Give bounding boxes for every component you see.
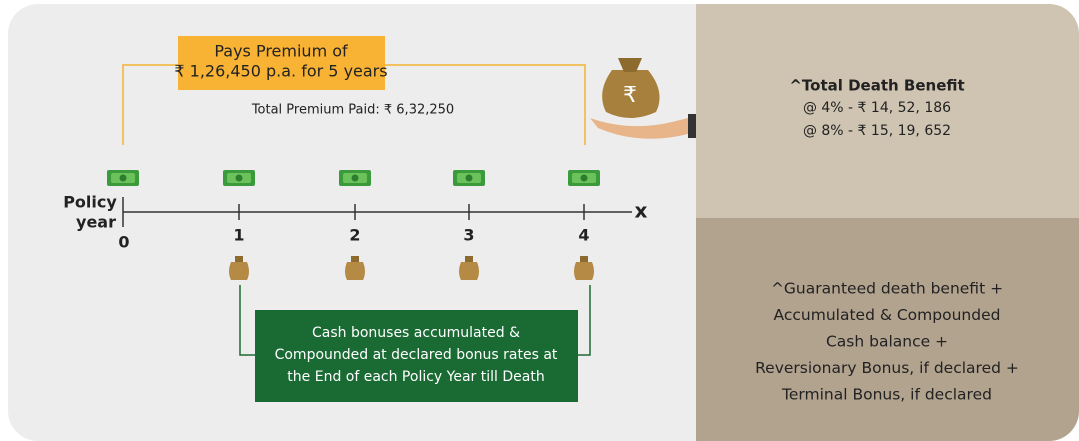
total-premium: Total Premium Paid: ₹ 6,32,250 [251, 103, 454, 118]
bonus-line: Cash bonuses accumulated & [312, 325, 520, 341]
money-icon-center [466, 175, 473, 182]
money-icon-center [581, 175, 588, 182]
premium-line: Pays Premium of [214, 42, 348, 61]
death-benefit-line: @ 4% - ₹ 14, 52, 186 [803, 100, 951, 116]
svg-text:₹: ₹ [623, 83, 637, 108]
money-bag-neck [580, 256, 588, 262]
death-benefit-line: @ 8% - ₹ 15, 19, 652 [803, 123, 951, 139]
money-bag-icon [574, 262, 594, 280]
policy-year: 2 [349, 226, 360, 245]
premium-line: ₹ 1,26,450 p.a. for 5 years [174, 62, 387, 81]
formula-line: Accumulated & Compounded [774, 306, 1001, 324]
money-bag-neck [351, 256, 359, 262]
money-icon-center [120, 175, 127, 182]
formula-line: Cash balance + [826, 333, 948, 351]
policy-year: 1 [233, 226, 244, 245]
money-bag-icon [345, 262, 365, 280]
formula-line: Reversionary Bonus, if declared + [755, 359, 1019, 377]
money-icon-center [236, 175, 243, 182]
axis-label: year [76, 213, 116, 232]
money-bag-neck [465, 256, 473, 262]
axis-end-label: x [635, 199, 648, 223]
bonus-line: the End of each Policy Year till Death [287, 369, 544, 385]
money-bag-icon [229, 262, 249, 280]
money-icon-center [352, 175, 359, 182]
formula-line: ^Guaranteed death benefit + [771, 280, 1003, 298]
diagram: ₹ Pays Premium of ₹ 1,26,450 p.a. for 5 … [0, 0, 1079, 441]
policy-year: 4 [578, 226, 589, 245]
money-bag-icon [459, 262, 479, 280]
money-bag-neck [235, 256, 243, 262]
formula-line: Terminal Bonus, if declared [781, 386, 992, 404]
policy-year: 0 [118, 233, 129, 252]
policy-year: 3 [463, 226, 474, 245]
axis-label: Policy [63, 193, 117, 212]
bonus-line: Compounded at declared bonus rates at [275, 347, 558, 363]
death-benefit-title: ^Total Death Benefit [789, 77, 964, 95]
